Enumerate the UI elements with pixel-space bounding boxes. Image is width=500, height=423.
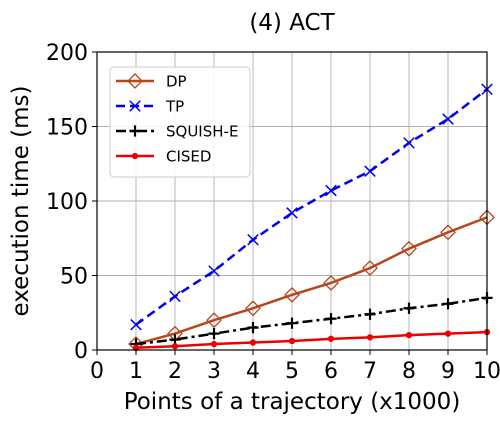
x-tick-label: 5 xyxy=(285,359,299,384)
data-point-squish-e xyxy=(247,322,259,334)
series-line-tp xyxy=(135,88,488,326)
data-point-tp xyxy=(208,265,220,277)
y-tick-label: 200 xyxy=(46,41,88,66)
x-tick-label: 10 xyxy=(473,359,500,384)
legend-marker xyxy=(129,100,141,112)
legend: DP TP SQUISH-E CISED xyxy=(109,66,251,178)
x-tick-label: 2 xyxy=(168,359,182,384)
x-tick-label: 3 xyxy=(207,359,221,384)
data-point-cised xyxy=(366,334,374,341)
y-tick-label: 100 xyxy=(46,190,88,215)
legend-label: TP xyxy=(165,98,184,116)
y-tick-label: 50 xyxy=(60,265,88,290)
x-tick-label: 0 xyxy=(90,359,104,384)
legend-item-tp: TP xyxy=(116,98,184,116)
y-tick-label: 0 xyxy=(74,339,88,364)
data-point-tp xyxy=(169,290,181,303)
data-point-cised xyxy=(171,343,179,350)
legend-item-cised: CISED xyxy=(116,148,211,166)
data-point-dp xyxy=(245,300,261,317)
data-point-squish-e xyxy=(364,308,376,320)
data-point-tp xyxy=(325,184,337,197)
data-point-tp xyxy=(286,207,298,219)
data-point-tp xyxy=(130,318,142,331)
data-point-squish-e xyxy=(208,328,220,340)
x-axis-label: Points of a trajectory (x1000) xyxy=(124,389,461,415)
y-tick-label: 150 xyxy=(46,116,88,141)
x-tick-label: 6 xyxy=(324,359,338,384)
data-point-dp xyxy=(284,286,300,303)
x-tick-label: 8 xyxy=(402,359,416,384)
series-tp xyxy=(130,83,493,331)
series-cised xyxy=(132,328,491,351)
legend-marker xyxy=(127,73,143,89)
data-point-dp xyxy=(206,312,222,329)
data-point-dp xyxy=(401,240,417,257)
data-point-cised xyxy=(249,339,257,346)
data-point-cised xyxy=(405,331,413,339)
series-dp xyxy=(128,209,495,352)
legend-box xyxy=(109,66,251,178)
data-point-squish-e xyxy=(325,313,337,325)
y-axis-label: execution time (ms) xyxy=(8,86,34,317)
legend-marker xyxy=(131,152,139,160)
data-point-cised xyxy=(210,340,218,348)
data-point-tp xyxy=(247,233,259,246)
chart-title: (4) ACT xyxy=(249,10,335,36)
series-line-squish-e xyxy=(135,296,488,346)
legend-marker xyxy=(129,125,141,137)
data-point-dp xyxy=(323,275,339,291)
data-point-squish-e xyxy=(286,317,298,329)
data-point-cised xyxy=(444,330,452,337)
data-point-tp xyxy=(403,137,415,149)
series-line-cised xyxy=(135,330,488,350)
legend-item-squish-e: SQUISH-E xyxy=(116,123,238,141)
data-point-dp xyxy=(440,224,456,241)
data-point-cised xyxy=(288,337,296,345)
x-tick-label: 1 xyxy=(129,359,143,384)
data-point-squish-e xyxy=(442,298,454,310)
legend-label: DP xyxy=(166,73,187,91)
series-layer xyxy=(128,83,495,352)
legend-label: SQUISH-E xyxy=(166,123,238,141)
legend-label: CISED xyxy=(166,148,211,166)
data-point-cised xyxy=(327,335,335,342)
x-tick-label: 7 xyxy=(363,359,377,384)
data-point-cised xyxy=(132,344,140,351)
x-tick-label: 4 xyxy=(246,359,260,384)
data-point-tp xyxy=(442,113,454,125)
x-tick-label: 9 xyxy=(441,359,455,384)
legend-item-dp: DP xyxy=(116,73,187,91)
series-line-dp xyxy=(135,216,488,346)
data-point-tp xyxy=(364,165,376,177)
data-point-squish-e xyxy=(403,302,415,314)
data-point-dp xyxy=(362,260,378,276)
